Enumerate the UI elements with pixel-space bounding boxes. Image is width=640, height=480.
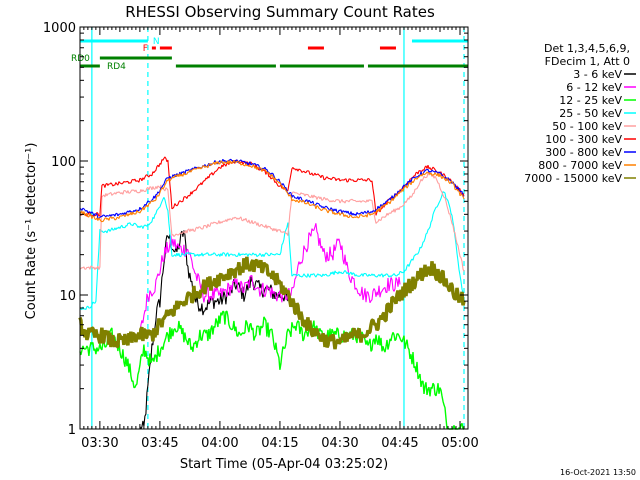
x-tick-label: 04:45 <box>381 436 418 451</box>
annotation-lines <box>91 27 465 429</box>
mode-bar-label-n: N <box>153 37 160 47</box>
footer-date: 16-Oct-2021 13:50 <box>560 468 636 477</box>
series-line-6 <box>79 158 465 219</box>
mode-bar-label-f: F <box>143 44 148 54</box>
series-line-1 <box>139 223 401 336</box>
y-tick-label: 100 <box>51 155 76 170</box>
legend-header-line2: FDecim 1, Att 0 <box>545 55 630 68</box>
y-axis-label: Count Rate (s⁻¹ detector⁻¹) <box>24 143 39 320</box>
series-lines <box>78 156 466 430</box>
y-tick-label: 10 <box>59 289 76 304</box>
legend-label-3: 25 - 50 keV <box>559 107 622 120</box>
legend-label-6: 300 - 800 keV <box>545 146 622 159</box>
legend-label-7: 800 - 7000 keV <box>538 159 622 172</box>
mode-bar-label-rd0: RD0 <box>71 54 90 64</box>
mode-bar-label-rd4: RD4 <box>107 62 126 72</box>
legend-label-5: 100 - 300 keV <box>545 133 622 146</box>
series-line-4 <box>79 172 465 272</box>
legend-label-1: 6 - 12 keV <box>566 81 622 94</box>
series-line-7 <box>79 160 465 223</box>
mode-bars: NF RD0 RD4 <box>71 37 468 72</box>
legend-label-4: 50 - 100 keV <box>552 120 622 133</box>
x-tick-label: 03:45 <box>141 436 178 451</box>
plot-frame <box>79 26 469 430</box>
legend-header-line1: Det 1,3,4,5,6,9, <box>544 42 630 55</box>
legend-label-2: 12 - 25 keV <box>559 94 622 107</box>
series-line-3 <box>79 191 465 311</box>
legend-label-0: 3 - 6 keV <box>573 68 622 81</box>
series-line-2 <box>79 310 464 430</box>
x-tick-label: 04:00 <box>201 436 238 451</box>
x-tick-label: 05:00 <box>441 436 478 451</box>
y-tick-label: 1 <box>68 423 76 438</box>
axes: 1 10 100 1000 03:30 03:45 04:00 04:15 04:30 04:45… <box>43 21 479 451</box>
y-tick-label: 1000 <box>43 21 76 36</box>
x-tick-label: 04:30 <box>321 436 358 451</box>
x-axis-label: Start Time (05-Apr-04 03:25:02) <box>180 457 388 472</box>
x-tick-label: 03:30 <box>81 436 118 451</box>
x-tick-label: 04:15 <box>261 436 298 451</box>
legend-label-8: 7000 - 15000 keV <box>524 172 622 185</box>
chart-title: RHESSI Observing Summary Count Rates <box>125 3 435 21</box>
series-line-8 <box>78 256 466 350</box>
series-line-5 <box>79 156 465 217</box>
